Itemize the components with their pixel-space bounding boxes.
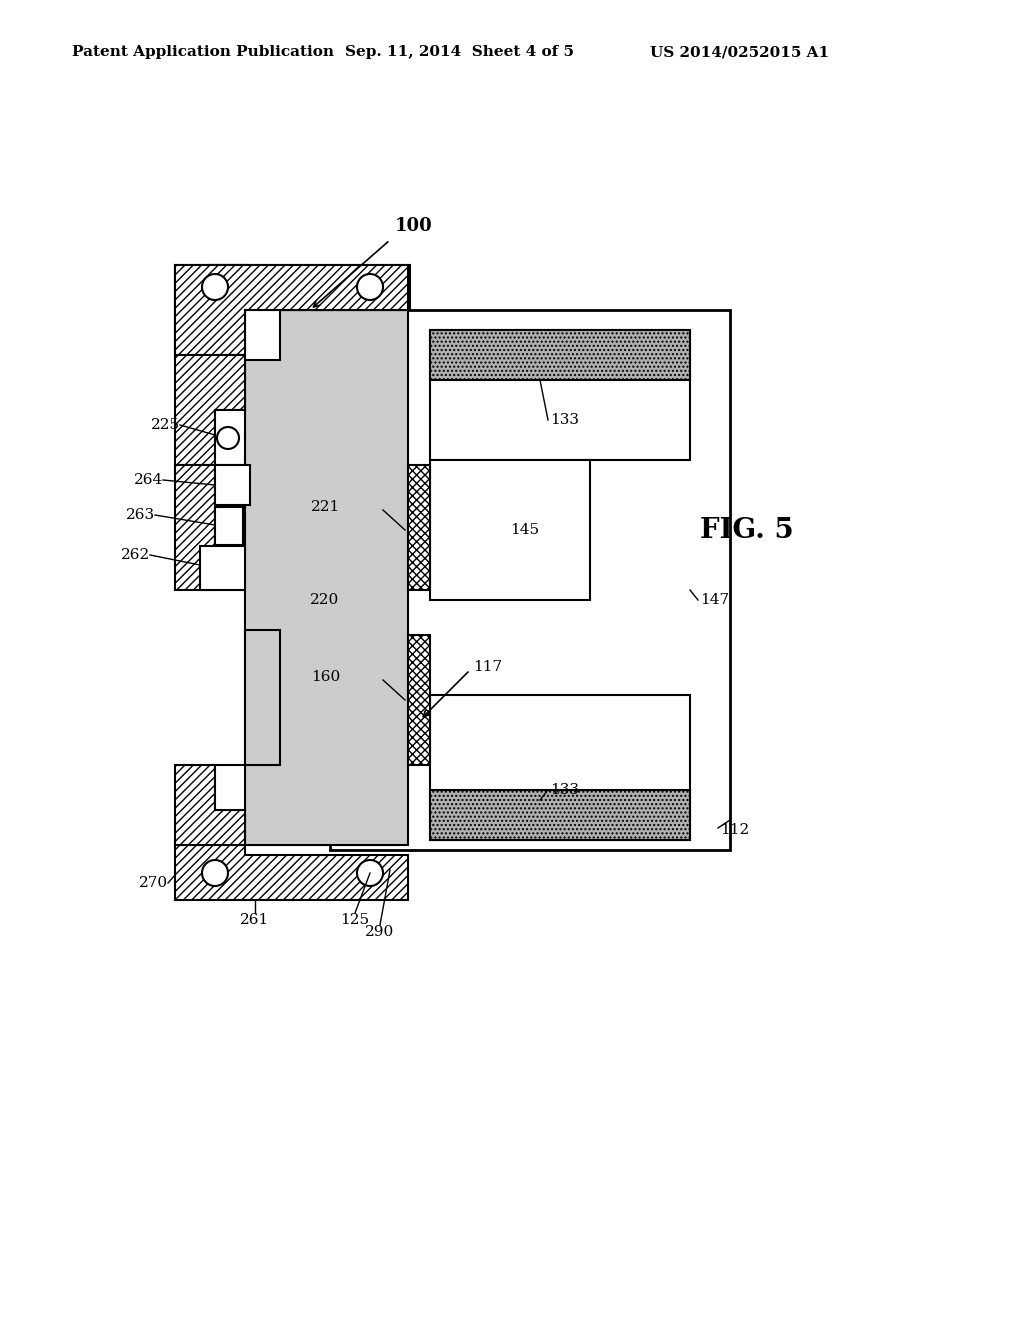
Bar: [430, 789, 690, 840]
Circle shape: [202, 861, 228, 886]
Bar: [430, 459, 590, 601]
Text: 100: 100: [395, 216, 433, 235]
Text: 290: 290: [366, 925, 394, 939]
Bar: [175, 265, 245, 350]
Text: Sep. 11, 2014  Sheet 4 of 5: Sep. 11, 2014 Sheet 4 of 5: [345, 45, 574, 59]
Bar: [215, 411, 245, 465]
Text: 112: 112: [720, 822, 750, 837]
Text: FIG. 5: FIG. 5: [700, 516, 794, 544]
Bar: [175, 465, 215, 590]
Bar: [210, 265, 410, 310]
Text: Patent Application Publication: Patent Application Publication: [72, 45, 334, 59]
Circle shape: [357, 275, 383, 300]
Text: 145: 145: [510, 523, 539, 537]
Polygon shape: [175, 766, 245, 845]
Polygon shape: [175, 845, 408, 900]
Text: 133: 133: [550, 783, 579, 797]
Text: 263: 263: [126, 508, 155, 521]
Polygon shape: [175, 355, 245, 465]
Bar: [430, 330, 690, 459]
Bar: [215, 766, 245, 810]
Polygon shape: [175, 265, 408, 355]
Polygon shape: [245, 630, 280, 766]
Bar: [200, 546, 245, 590]
Text: US 2014/0252015 A1: US 2014/0252015 A1: [650, 45, 829, 59]
Circle shape: [217, 426, 239, 449]
Bar: [215, 465, 250, 506]
Text: 264: 264: [134, 473, 163, 487]
Bar: [408, 465, 430, 590]
Bar: [215, 507, 243, 545]
Polygon shape: [245, 310, 408, 845]
Text: 262: 262: [121, 548, 150, 562]
Text: 117: 117: [473, 660, 502, 675]
Text: 147: 147: [700, 593, 729, 607]
Bar: [430, 330, 690, 380]
Text: 261: 261: [241, 913, 269, 927]
Text: 160: 160: [310, 671, 340, 684]
Text: 133: 133: [550, 413, 579, 426]
Circle shape: [357, 861, 383, 886]
Text: 270: 270: [139, 876, 168, 890]
Bar: [408, 635, 430, 766]
Circle shape: [202, 275, 228, 300]
Text: 221: 221: [310, 500, 340, 513]
Text: 225: 225: [151, 418, 180, 432]
Text: 125: 125: [340, 913, 370, 927]
Text: 220: 220: [310, 593, 339, 607]
Bar: [430, 696, 690, 840]
Bar: [330, 310, 730, 850]
